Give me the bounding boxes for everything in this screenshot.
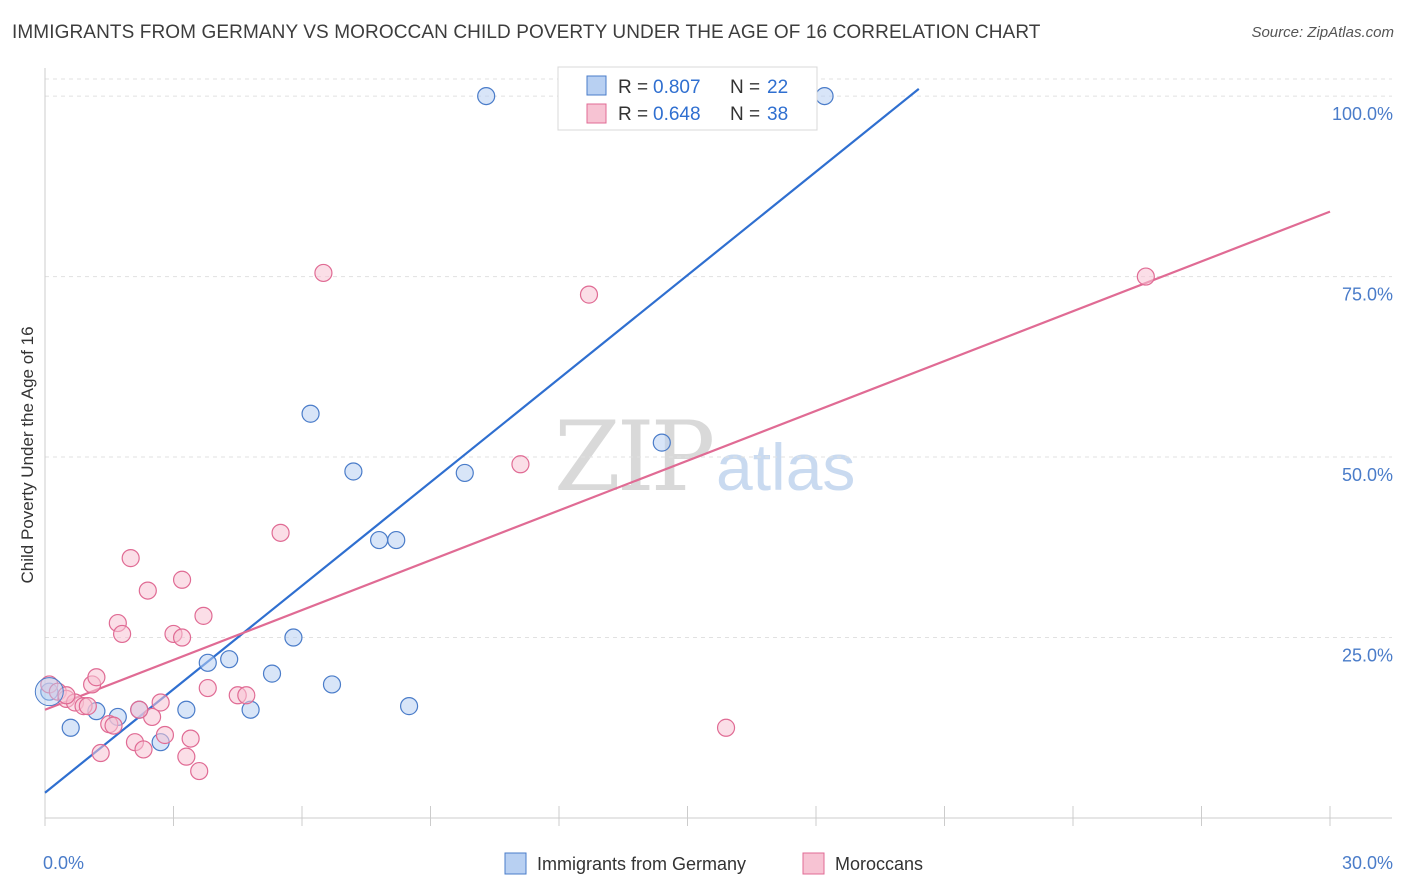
moroccans-point-23 xyxy=(181,729,200,748)
germany-trend-line xyxy=(44,88,920,794)
legend-n-label-germany: N = xyxy=(730,77,760,98)
moroccans-point-18 xyxy=(155,725,175,745)
moroccans-point-22 xyxy=(177,747,196,766)
series-legend-label-moroccans: Moroccans xyxy=(835,854,923,874)
legend-r-value-germany: 0.807 xyxy=(653,77,701,98)
germany-point-12 xyxy=(301,404,320,423)
watermark-atlas: atlas xyxy=(716,430,855,504)
chart-title: IMMIGRANTS FROM GERMANY VS MOROCCAN CHIL… xyxy=(12,22,1041,43)
stats-legend: R = 0.807 N = 22 R = 0.648 N = 38 xyxy=(557,66,818,131)
legend-r-label-moroccans: R = xyxy=(618,104,648,125)
moroccans-point-21 xyxy=(172,628,192,647)
moroccans-point-24 xyxy=(190,761,209,781)
germany-point-20 xyxy=(652,433,671,452)
germany-point-19 xyxy=(477,86,496,106)
x-tick-label-min: 0.0% xyxy=(43,853,84,873)
y-tick-label-2: 75.0% xyxy=(1342,285,1393,305)
moroccans-trend-line xyxy=(44,210,1331,711)
series-legend-swatch-germany xyxy=(504,852,527,875)
moroccans-point-14 xyxy=(134,740,153,759)
source-label: Source: ZipAtlas.com xyxy=(1251,24,1394,41)
germany-point-11 xyxy=(284,628,303,647)
series-legend-swatch-moroccans xyxy=(802,852,825,875)
moroccans-point-35 xyxy=(57,686,76,705)
germany-point-21 xyxy=(815,86,834,106)
moroccans-point-30 xyxy=(314,263,333,283)
data-points xyxy=(34,86,1155,781)
y-tick-label-1: 50.0% xyxy=(1342,465,1393,485)
germany-point-1 xyxy=(61,718,80,737)
moroccans-point-11 xyxy=(112,624,132,644)
moroccans-point-33 xyxy=(716,718,736,737)
trend-lines xyxy=(44,88,1331,794)
germany-point-14 xyxy=(344,462,363,481)
legend-r-value-moroccans: 0.648 xyxy=(653,104,701,125)
y-tick-label-0: 25.0% xyxy=(1342,646,1393,666)
moroccans-point-28 xyxy=(237,686,256,705)
moroccans-point-34 xyxy=(1136,267,1155,286)
moroccans-point-6 xyxy=(87,668,106,687)
series-legend: Immigrants from Germany Moroccans xyxy=(504,852,923,875)
grid-lines xyxy=(45,78,1392,639)
y-tick-label-3: 100.0% xyxy=(1332,104,1393,124)
moroccans-point-12 xyxy=(121,549,140,568)
moroccans-point-37 xyxy=(130,700,149,719)
germany-point-10 xyxy=(262,664,282,683)
germany-point-6 xyxy=(177,700,196,719)
y-axis-title: Child Poverty Under the Age of 16 xyxy=(18,326,37,583)
moroccans-point-36 xyxy=(78,697,97,716)
legend-n-value-moroccans: 38 xyxy=(767,104,788,125)
moroccans-point-15 xyxy=(138,581,157,600)
germany-point-16 xyxy=(387,530,406,550)
series-legend-label-germany: Immigrants from Germany xyxy=(537,854,746,874)
moroccans-point-31 xyxy=(511,455,530,474)
germany-point-8 xyxy=(220,650,239,669)
germany-point-17 xyxy=(399,697,419,716)
germany-cluster-point xyxy=(34,677,64,707)
moroccans-point-26 xyxy=(198,678,217,698)
legend-n-label-moroccans: N = xyxy=(730,104,760,125)
y-tick-labels: 25.0% 50.0% 75.0% 100.0% xyxy=(1332,104,1393,665)
moroccans-point-17 xyxy=(151,693,170,712)
germany-point-15 xyxy=(370,530,389,550)
moroccans-point-25 xyxy=(194,606,213,625)
legend-n-value-germany: 22 xyxy=(767,77,788,98)
legend-swatch-moroccans xyxy=(586,103,607,124)
moroccans-point-20 xyxy=(172,570,192,589)
moroccans-point-32 xyxy=(579,285,599,304)
germany-point-13 xyxy=(322,675,342,694)
germany-point-7 xyxy=(198,653,217,672)
x-tick-label-max: 30.0% xyxy=(1342,853,1393,873)
germany-point-18 xyxy=(455,463,474,483)
moroccans-point-7 xyxy=(91,743,110,763)
moroccans-point-9 xyxy=(104,716,123,735)
legend-r-label-germany: R = xyxy=(618,77,648,98)
moroccans-point-29 xyxy=(271,523,290,542)
legend-swatch-germany xyxy=(586,75,607,96)
